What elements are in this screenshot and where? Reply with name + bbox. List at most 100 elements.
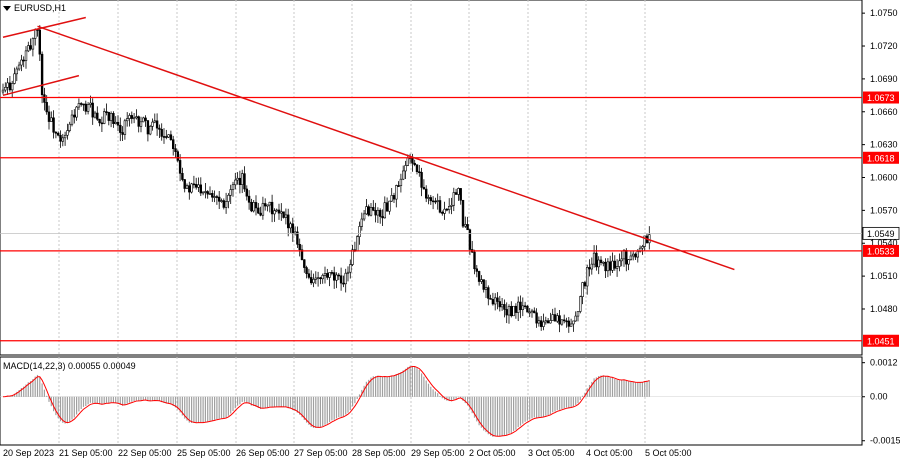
candle-body [98,118,101,124]
candle-body [519,301,522,310]
candle-body [236,177,239,181]
candle-body [583,282,587,287]
candle-body [105,111,108,113]
level-price-tag-label: 1.0673 [867,93,895,103]
candle-body [257,207,260,214]
candle-body [273,210,276,215]
candle-body [445,208,449,211]
candle-body [107,112,111,121]
candle-body [266,204,269,207]
candle-body [406,157,409,166]
candle-body [56,132,60,136]
candle-body [319,277,322,280]
candle-body [468,229,472,250]
candle-body [438,200,442,213]
candle-body [369,207,373,216]
trend-line [2,74,80,97]
x-axis-tick-label: 2 Oct 05:00 [469,448,516,458]
candle-body [572,320,575,325]
candle-body [452,192,455,206]
candle-body [234,179,237,186]
candle-body [96,112,99,120]
candle-body [277,209,281,214]
candle-body [165,136,168,138]
candle-body [533,310,536,314]
candle-body [142,117,145,123]
candle-body [487,287,490,299]
candle-body [59,134,62,142]
candle-body [4,87,7,91]
candle-body [344,272,347,285]
candle-body [332,272,336,281]
candle-body [13,73,16,84]
candle-body [208,193,212,195]
candle-body [22,59,25,62]
candle-body [222,200,225,208]
candle-body [312,279,315,284]
candle-body [562,319,566,322]
candle-body [68,123,71,131]
dropdown-triangle-icon[interactable] [3,5,11,11]
candle-body [309,277,313,284]
macd-signal-line [2,366,650,437]
candle-body [420,172,423,188]
candle-body [43,94,46,103]
y-axis-tick-label: 1.0600 [870,173,898,183]
candle-body [162,136,166,138]
candle-body [622,250,626,260]
candle-body [505,309,508,316]
candle-body [473,251,476,270]
candle-body [289,223,292,229]
candle-body [8,82,12,91]
candle-body [399,178,403,187]
candle-body [197,184,200,188]
trend-line [2,16,86,38]
y-axis-tick-label: 1.0540 [870,238,898,248]
candle-body [160,129,163,137]
candle-body [29,45,32,50]
candle-body [590,263,594,270]
candle-body [641,246,644,249]
candle-body [38,29,42,55]
candle-body [493,297,497,305]
candle-body [195,184,198,188]
candle-body [151,121,154,127]
candle-body [215,196,219,198]
candle-body [530,310,534,313]
candle-body [328,272,331,278]
candle-body [86,104,90,112]
y-axis-tick-label: 1.0480 [870,304,898,314]
candle-body [636,251,640,258]
level-price-tag [863,244,899,257]
candle-body [560,319,564,325]
candle-body [553,314,557,322]
x-axis-tick-label: 26 Sep 05:00 [236,448,290,458]
candle-body [549,320,552,324]
candle-body [569,323,573,327]
candle-body [144,117,147,121]
candle-body [20,59,23,66]
candle-body [61,137,65,142]
chart-title[interactable]: EURUSD,H1 [3,3,66,13]
candle-body [597,259,600,268]
candle-body [158,127,161,130]
candle-body [126,118,129,122]
candle-body [401,170,405,180]
candle-body [261,203,265,216]
candle-body [523,305,527,308]
candle-body [450,204,453,207]
candle-body [112,113,115,124]
candle-body [135,116,138,119]
candle-body [496,297,499,302]
candle-body [286,214,290,229]
candle-body [296,231,299,245]
macd-y-tick-label: 0.0012 [870,358,898,368]
candle-body [139,121,143,127]
candle-body [579,296,582,312]
candle-body [404,165,407,172]
y-axis-tick-label: 1.0660 [870,107,898,117]
candle-body [542,321,545,327]
candle-body [503,304,506,310]
candle-body [466,224,469,231]
